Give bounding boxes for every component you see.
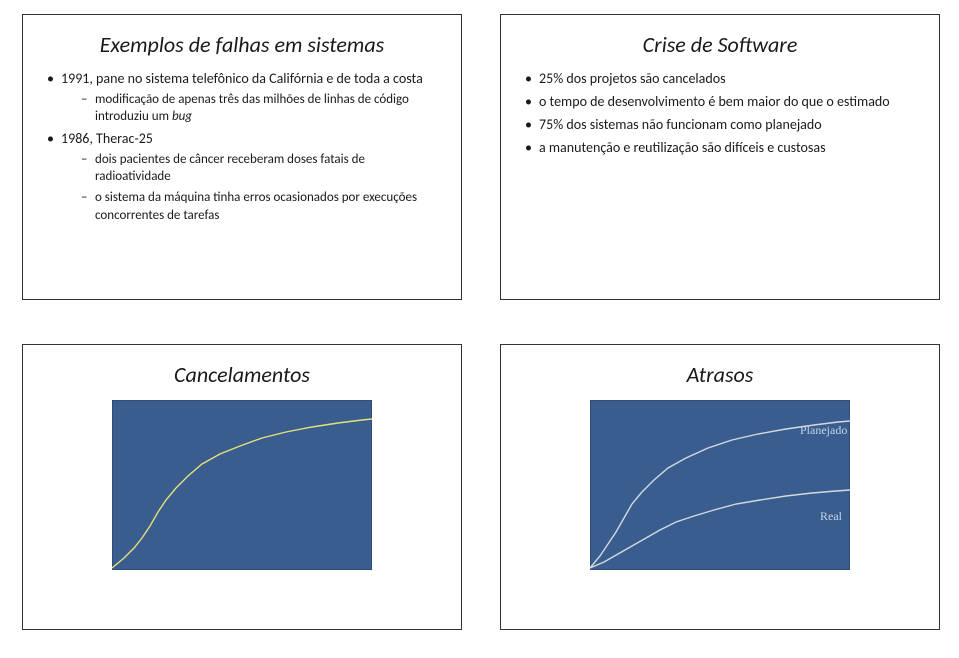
sub-item: o sistema da máquina tinha erros ocasion…	[81, 189, 437, 224]
slide-cancelamentos: Cancelamentos	[22, 344, 462, 630]
sub-list: dois pacientes de câncer receberam doses…	[81, 151, 437, 224]
list-item: 1991, pane no sistema telefônico da Cali…	[47, 70, 437, 126]
slide-title: Cancelamentos	[47, 361, 437, 388]
bullet-list: 25% dos projetos são cancelados o tempo …	[525, 70, 915, 158]
list-item: 25% dos projetos são cancelados	[525, 70, 915, 89]
list-item: o tempo de desenvolvimento é bem maior d…	[525, 93, 915, 112]
slide-exemplos-falhas: Exemplos de falhas em sistemas 1991, pan…	[22, 14, 462, 300]
series-label: Planejado	[800, 423, 847, 437]
chart-svg: Planejado Real	[590, 400, 850, 570]
cancelamentos-chart	[112, 400, 372, 570]
item-text: 1986, Therac-25	[61, 130, 153, 147]
chart-svg	[112, 400, 372, 570]
item-text: 25% dos projetos são cancelados	[539, 70, 726, 87]
item-text: 75% dos sistemas não funcionam como plan…	[539, 116, 822, 133]
item-text: a manutenção e reutilização são difíceis…	[539, 139, 826, 156]
sub-item: modificação de apenas três das milhões d…	[81, 91, 437, 126]
sub-item-text: modificação de apenas três das milhões d…	[95, 92, 409, 125]
slide-title: Atrasos	[525, 361, 915, 388]
sub-item: dois pacientes de câncer receberam doses…	[81, 151, 437, 186]
list-item: 75% dos sistemas não funcionam como plan…	[525, 116, 915, 135]
bullet-list: 1991, pane no sistema telefônico da Cali…	[47, 70, 437, 224]
series-label: Real	[820, 509, 843, 523]
slide-atrasos: Atrasos Planejado Real	[500, 344, 940, 630]
slide-title: Crise de Software	[525, 31, 915, 58]
sub-item-text: o sistema da máquina tinha erros ocasion…	[95, 190, 417, 223]
atrasos-chart: Planejado Real	[590, 400, 850, 570]
sub-item-text: dois pacientes de câncer receberam doses…	[95, 152, 365, 185]
list-item: a manutenção e reutilização são difíceis…	[525, 139, 915, 158]
slide-title: Exemplos de falhas em sistemas	[47, 31, 437, 58]
item-text: o tempo de desenvolvimento é bem maior d…	[539, 93, 890, 110]
item-text: 1991, pane no sistema telefônico da Cali…	[61, 70, 423, 87]
sub-list: modificação de apenas três das milhões d…	[81, 91, 437, 126]
list-item: 1986, Therac-25 dois pacientes de câncer…	[47, 130, 437, 224]
slide-crise-software: Crise de Software 25% dos projetos são c…	[500, 14, 940, 300]
